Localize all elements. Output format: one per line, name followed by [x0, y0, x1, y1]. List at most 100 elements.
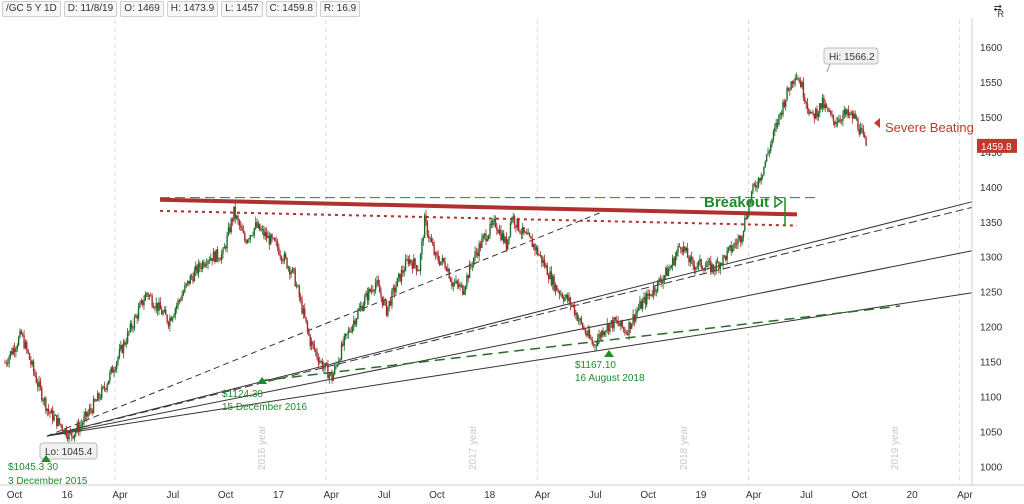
breakout-arrow-icon [774, 195, 784, 209]
candle-body [479, 243, 482, 248]
candle-body [744, 217, 746, 231]
candle-body [720, 263, 723, 265]
candle-body [727, 247, 730, 251]
candle-body [186, 280, 189, 284]
candle-body [102, 386, 104, 388]
candle-body [289, 267, 291, 275]
candle-body [659, 278, 662, 282]
candle-body [53, 415, 55, 421]
candle-body [237, 216, 239, 221]
severe-arrow-icon [874, 118, 880, 128]
x-tick-label: Apr [112, 490, 128, 501]
candle-body [835, 122, 837, 125]
candle-body [342, 343, 344, 346]
x-tick-label: Jul [589, 490, 602, 501]
candle-body [865, 137, 867, 146]
candle-body [809, 112, 811, 114]
candle-body [358, 308, 360, 311]
candle-body [718, 262, 720, 270]
candle-body [355, 318, 358, 325]
candle-body [654, 287, 656, 292]
candle-body [481, 238, 483, 248]
candle-body [509, 222, 512, 237]
candle-body [210, 258, 212, 261]
candle-body [302, 308, 305, 314]
candle-body [279, 254, 281, 257]
candle-body [178, 300, 181, 301]
candle-body [154, 307, 156, 309]
candle-body [125, 342, 127, 345]
candle-body [264, 232, 266, 236]
candle-body [650, 294, 652, 296]
candle-body [592, 343, 595, 345]
candle-body [483, 233, 486, 236]
candle-body [155, 302, 157, 309]
y-tick-label: 1400 [980, 183, 1003, 194]
candle-body [823, 97, 825, 108]
candle-body [111, 367, 114, 373]
candle-body [583, 328, 585, 330]
candle-body [475, 251, 478, 253]
candle-body [193, 270, 196, 282]
candle-body [275, 240, 277, 242]
candle-body [135, 315, 137, 318]
candle-body [170, 317, 172, 321]
candle-body [825, 104, 828, 108]
y-tick-label: 1250 [980, 288, 1003, 299]
year-marker: 2019 year [890, 425, 901, 470]
candle-body [468, 264, 471, 279]
candle-body [291, 268, 294, 273]
candle-body [695, 267, 697, 270]
candle-body [222, 248, 224, 254]
candle-body [765, 154, 768, 162]
candle-body [45, 398, 47, 411]
symbol-label[interactable]: /GC 5 Y 1D [2, 1, 61, 17]
candle-body [470, 264, 472, 266]
candle-body [203, 261, 205, 267]
candle-body [725, 255, 727, 261]
candle-body [603, 331, 606, 336]
candle-body [646, 293, 648, 305]
candle-body [384, 299, 386, 301]
candle-body [673, 258, 675, 265]
candle-body [560, 293, 562, 295]
candle-body [336, 364, 339, 366]
candle-body [167, 322, 170, 327]
candle-body [745, 217, 747, 219]
candle-body [853, 113, 855, 119]
candle-body [175, 305, 178, 309]
x-tick-label: Jul [800, 490, 813, 501]
candle-body [460, 284, 463, 286]
swap-arrows-icon[interactable]: ⇄ [993, 3, 1002, 14]
candle-body [13, 347, 16, 352]
candle-body [169, 317, 171, 327]
candle-body [271, 234, 273, 239]
candle-body [133, 317, 136, 329]
candle-body [456, 280, 459, 284]
candle-body [640, 301, 642, 309]
candle-body [391, 290, 393, 306]
candle-body [66, 436, 69, 440]
candle-body [227, 227, 230, 236]
x-tick-label: 16 [62, 490, 74, 501]
candle-body [192, 277, 194, 282]
candle-body [594, 344, 596, 346]
year-marker: 2018 year [679, 425, 690, 470]
candle-body [813, 113, 816, 119]
candle-body [160, 309, 163, 315]
candle-body [648, 294, 651, 296]
candle-body [607, 323, 610, 332]
resistance-line [159, 197, 798, 217]
scale-r-icon[interactable]: R [997, 9, 1005, 19]
candle-body [426, 221, 429, 235]
candle-body [418, 270, 420, 272]
candle-body [797, 77, 799, 81]
candle-body [575, 312, 577, 315]
candle-body [771, 139, 773, 145]
candle-body [723, 255, 726, 257]
candle-body [746, 215, 749, 219]
candle-body [663, 275, 666, 279]
candle-body [636, 310, 638, 314]
candle-body [98, 393, 100, 399]
candle-body [839, 119, 841, 121]
